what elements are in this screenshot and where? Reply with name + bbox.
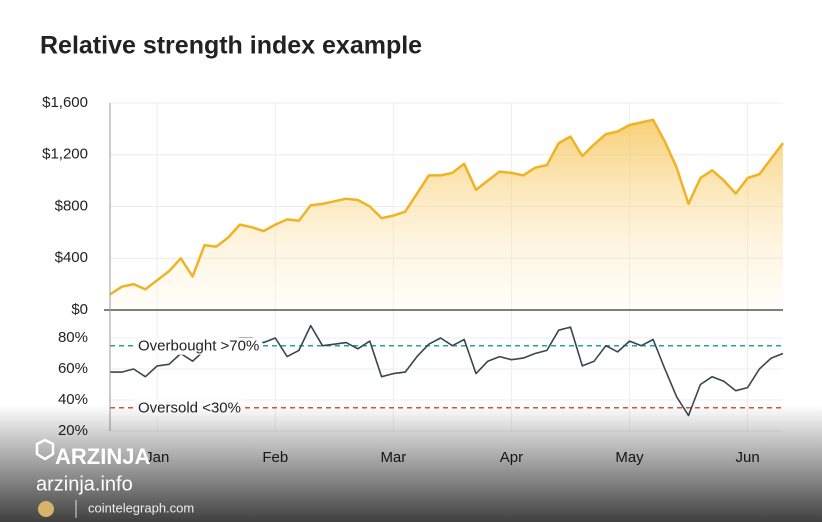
y-tick-label: 40% <box>58 391 88 408</box>
watermark-brand: ARZINJA <box>55 444 150 469</box>
watermark-logo <box>35 438 55 461</box>
y-tick-label: 80% <box>58 329 88 346</box>
y-tick-label: $1,200 <box>42 146 88 163</box>
y-tick-label: 60% <box>58 360 88 377</box>
area-fill <box>110 119 783 310</box>
y-tick-label: $800 <box>55 197 88 214</box>
threshold-label-bg <box>135 337 263 355</box>
threshold-label: Overbought >70% <box>138 338 259 355</box>
watermark-shade <box>0 405 822 522</box>
watermark-site: arzinja.info <box>36 473 133 495</box>
y-tick-label: $400 <box>55 249 88 266</box>
price-line <box>109 118 784 296</box>
source-icon <box>38 501 54 517</box>
y-tick-label: $1,600 <box>42 94 88 111</box>
chart-title: Relative strength index example <box>40 32 422 60</box>
y-tick-label: $0 <box>71 301 88 318</box>
source-text: cointelegraph.com <box>88 500 194 515</box>
